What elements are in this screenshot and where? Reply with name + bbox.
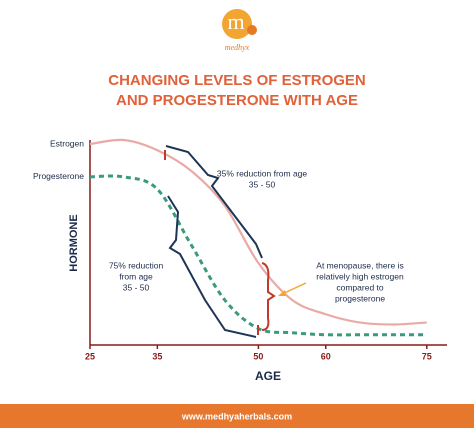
x-axis-label: AGE — [255, 369, 281, 383]
chart-title: AND PROGESTERONE WITH AGE — [116, 92, 358, 109]
progesterone-bracket — [167, 195, 257, 338]
annotation: compared to — [336, 282, 384, 292]
annotation: from age — [119, 271, 153, 281]
footer: www.medhyaherbals.com — [181, 411, 292, 421]
x-tick-label: 60 — [321, 351, 331, 361]
x-tick-label: 25 — [85, 351, 95, 361]
x-tick-label: 75 — [422, 351, 432, 361]
annotation: At menopause, there is — [316, 260, 403, 270]
y-axis-label: HORMONE — [68, 214, 80, 271]
annotation: 35 - 50 — [123, 282, 150, 292]
estrogen-bracket — [165, 145, 263, 259]
logo-leaf — [247, 25, 257, 35]
x-tick-label: 35 — [152, 351, 162, 361]
x-tick-label: 50 — [253, 351, 263, 361]
series-line — [89, 138, 427, 326]
annotation: 35% reduction from age — [217, 168, 308, 178]
annotation: relatively high estrogen — [316, 271, 404, 281]
legend-label: Progesterone — [33, 171, 84, 181]
annotation: 35 - 50 — [249, 179, 276, 189]
chart-title: CHANGING LEVELS OF ESTROGEN — [108, 72, 366, 89]
logo-circle — [222, 9, 252, 39]
logo-mark: m — [227, 9, 244, 34]
logo-name: medhyx — [225, 43, 250, 52]
menopause-bracket — [261, 262, 276, 331]
footer-band — [0, 404, 474, 428]
arrow-head — [278, 290, 286, 296]
annotation: 75% reduction — [109, 260, 164, 270]
series-line — [89, 174, 427, 337]
legend-label: Estrogen — [50, 138, 84, 148]
annotation: progesterone — [335, 293, 385, 303]
